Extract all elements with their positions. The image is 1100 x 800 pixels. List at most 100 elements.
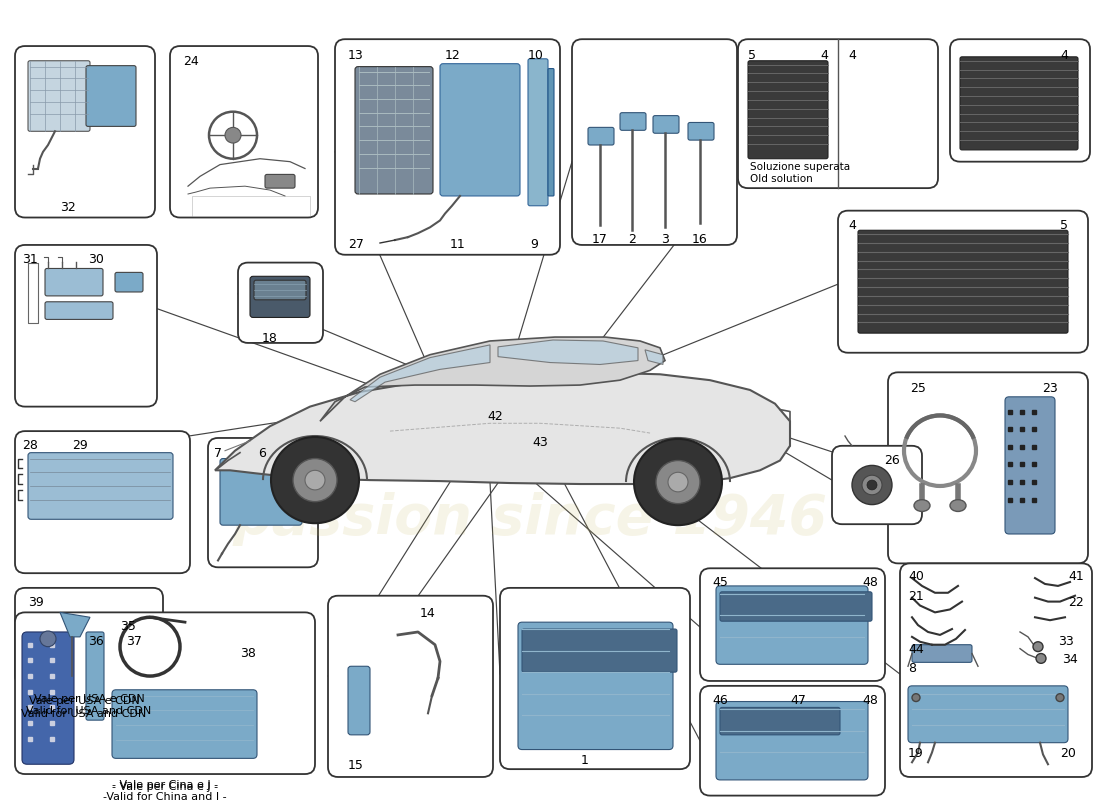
Circle shape <box>862 475 882 494</box>
Text: 46: 46 <box>712 694 728 706</box>
Text: Vale per USA e CDN: Vale per USA e CDN <box>34 694 144 704</box>
FancyBboxPatch shape <box>748 61 828 158</box>
Text: 31: 31 <box>22 253 37 266</box>
FancyBboxPatch shape <box>355 66 433 194</box>
Text: 40: 40 <box>908 570 924 583</box>
Text: 9: 9 <box>530 238 538 251</box>
FancyBboxPatch shape <box>716 702 868 780</box>
Circle shape <box>305 470 324 490</box>
Text: 34: 34 <box>1062 653 1078 666</box>
FancyBboxPatch shape <box>908 686 1068 742</box>
FancyBboxPatch shape <box>838 210 1088 353</box>
Text: Old solution: Old solution <box>750 174 813 185</box>
FancyBboxPatch shape <box>700 568 886 681</box>
FancyBboxPatch shape <box>15 46 155 218</box>
FancyBboxPatch shape <box>720 707 840 735</box>
FancyBboxPatch shape <box>572 39 737 245</box>
FancyBboxPatch shape <box>254 280 306 300</box>
FancyBboxPatch shape <box>170 46 318 218</box>
FancyBboxPatch shape <box>716 586 868 664</box>
Circle shape <box>271 437 359 523</box>
FancyBboxPatch shape <box>688 122 714 140</box>
FancyBboxPatch shape <box>336 39 560 254</box>
Polygon shape <box>320 337 666 422</box>
Text: 4: 4 <box>820 49 828 62</box>
Text: 26: 26 <box>884 454 900 466</box>
FancyBboxPatch shape <box>1005 397 1055 534</box>
Text: 29: 29 <box>72 439 88 452</box>
FancyBboxPatch shape <box>348 666 370 735</box>
FancyBboxPatch shape <box>86 66 136 126</box>
FancyBboxPatch shape <box>265 174 295 188</box>
Ellipse shape <box>914 500 929 511</box>
Text: 2: 2 <box>628 233 636 246</box>
Text: Valid for USA and CDN: Valid for USA and CDN <box>21 710 146 719</box>
Text: 1: 1 <box>581 754 589 767</box>
Text: 22: 22 <box>1068 596 1084 609</box>
Circle shape <box>1033 642 1043 651</box>
Text: -Valid for China and J -: -Valid for China and J - <box>103 792 227 800</box>
Text: 6: 6 <box>258 446 266 460</box>
Text: 14: 14 <box>420 607 436 621</box>
FancyBboxPatch shape <box>518 622 673 750</box>
FancyBboxPatch shape <box>653 116 679 134</box>
FancyBboxPatch shape <box>45 302 113 319</box>
Text: 4: 4 <box>848 49 856 62</box>
Polygon shape <box>60 612 90 637</box>
Ellipse shape <box>950 500 966 511</box>
Polygon shape <box>645 350 663 365</box>
Text: passion since 1946: passion since 1946 <box>232 492 827 546</box>
FancyBboxPatch shape <box>548 69 554 196</box>
Text: Vale per USA e CDN: Vale per USA e CDN <box>29 696 140 706</box>
Text: 30: 30 <box>88 253 103 266</box>
Text: 33: 33 <box>1058 635 1074 648</box>
Text: - Vale per Cina e J -: - Vale per Cina e J - <box>112 780 218 790</box>
Text: 43: 43 <box>532 436 548 449</box>
Circle shape <box>656 461 700 504</box>
Text: Soluzione superata: Soluzione superata <box>750 162 850 172</box>
FancyBboxPatch shape <box>738 39 938 188</box>
Text: - Vale per Cina e J -: - Vale per Cina e J - <box>112 782 218 792</box>
FancyBboxPatch shape <box>116 272 143 292</box>
FancyBboxPatch shape <box>440 64 520 196</box>
FancyBboxPatch shape <box>45 269 103 296</box>
Text: 19: 19 <box>908 746 924 760</box>
FancyBboxPatch shape <box>620 113 646 130</box>
Text: 7: 7 <box>214 446 222 460</box>
FancyBboxPatch shape <box>250 276 310 318</box>
FancyBboxPatch shape <box>900 563 1092 777</box>
Circle shape <box>293 458 337 502</box>
Text: 18: 18 <box>262 332 278 345</box>
FancyBboxPatch shape <box>238 262 323 343</box>
Text: 47: 47 <box>790 694 806 706</box>
Text: 36: 36 <box>88 635 103 648</box>
Text: 42: 42 <box>487 410 503 422</box>
Text: 12: 12 <box>446 49 461 62</box>
FancyBboxPatch shape <box>28 61 90 131</box>
Text: passion since 1946: passion since 1946 <box>287 430 734 472</box>
Text: 28: 28 <box>22 439 37 452</box>
Text: 5: 5 <box>1060 219 1068 233</box>
Text: 16: 16 <box>692 233 708 246</box>
Text: 23: 23 <box>1042 382 1058 395</box>
FancyBboxPatch shape <box>15 612 315 774</box>
FancyBboxPatch shape <box>720 592 872 621</box>
Circle shape <box>1056 694 1064 702</box>
FancyBboxPatch shape <box>500 588 690 769</box>
Text: 27: 27 <box>348 238 364 251</box>
FancyBboxPatch shape <box>15 588 163 686</box>
FancyBboxPatch shape <box>220 458 302 525</box>
Polygon shape <box>498 340 638 365</box>
Text: 21: 21 <box>908 590 924 603</box>
Text: 11: 11 <box>450 238 465 251</box>
Circle shape <box>668 472 688 492</box>
Text: 5: 5 <box>748 49 756 62</box>
Text: 4: 4 <box>1060 49 1068 62</box>
FancyBboxPatch shape <box>588 127 614 145</box>
Circle shape <box>40 631 56 646</box>
Text: 39: 39 <box>28 596 44 609</box>
FancyBboxPatch shape <box>112 690 257 758</box>
FancyBboxPatch shape <box>960 57 1078 150</box>
Text: 48: 48 <box>862 576 878 589</box>
Text: 48: 48 <box>862 694 878 706</box>
